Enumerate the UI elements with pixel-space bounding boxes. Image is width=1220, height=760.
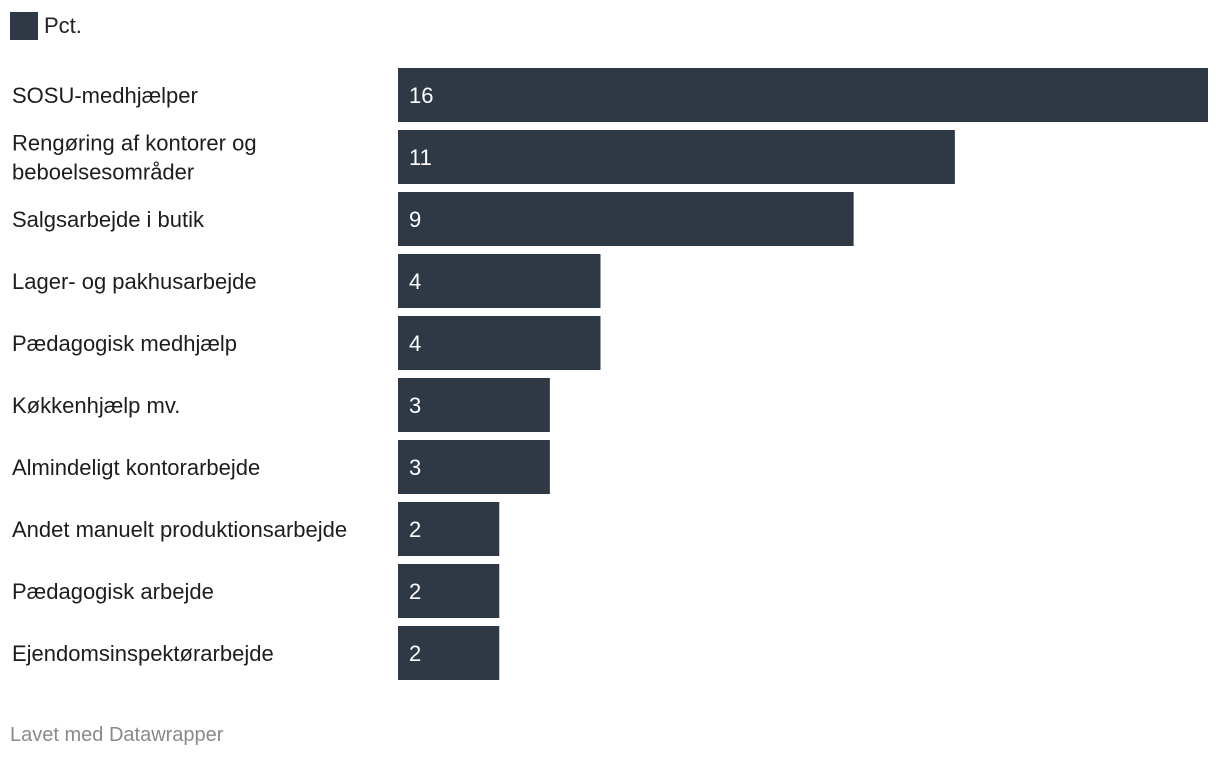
- category-label: Almindeligt kontorarbejde: [12, 455, 260, 480]
- bar: [398, 378, 550, 432]
- value-label: 9: [409, 207, 421, 232]
- value-label: 2: [409, 517, 421, 542]
- bar: [398, 68, 1208, 122]
- category-label: Andet manuelt produktionsarbejde: [12, 517, 347, 542]
- bar: [398, 502, 500, 556]
- category-label: Pædagogisk medhjælp: [12, 331, 237, 356]
- value-label: 2: [409, 641, 421, 666]
- bar: [398, 254, 601, 308]
- category-label: Ejendomsinspektørarbejde: [12, 641, 274, 666]
- value-label: 4: [409, 269, 421, 294]
- value-label: 16: [409, 83, 433, 108]
- category-label: Køkkenhjælp mv.: [12, 393, 180, 418]
- legend-swatch: [10, 12, 38, 40]
- footer-credit: Lavet med Datawrapper: [10, 724, 224, 746]
- legend: Pct.: [10, 12, 82, 40]
- category-label: Salgsarbejde i butik: [12, 207, 205, 232]
- bar: [398, 316, 601, 370]
- bar: [398, 130, 955, 184]
- bar-chart: SOSU-medhjælper 16 Rengøring af kontorer o…: [12, 68, 1208, 680]
- value-label: 3: [409, 393, 421, 418]
- category-label: Rengøring af kontorer og beboelsesområder: [12, 131, 257, 185]
- bar: [398, 564, 500, 618]
- value-label: 2: [409, 579, 421, 604]
- value-label: 11: [409, 145, 432, 170]
- bar: [398, 626, 500, 680]
- category-label: SOSU-medhjælper: [12, 83, 198, 108]
- bar: [398, 192, 854, 246]
- value-label: 4: [409, 331, 421, 356]
- legend-label: Pct.: [44, 13, 82, 38]
- category-label: Pædagogisk arbejde: [12, 579, 214, 604]
- category-label: Lager- og pakhusarbejde: [12, 269, 257, 294]
- value-label: 3: [409, 455, 421, 480]
- bar: [398, 440, 550, 494]
